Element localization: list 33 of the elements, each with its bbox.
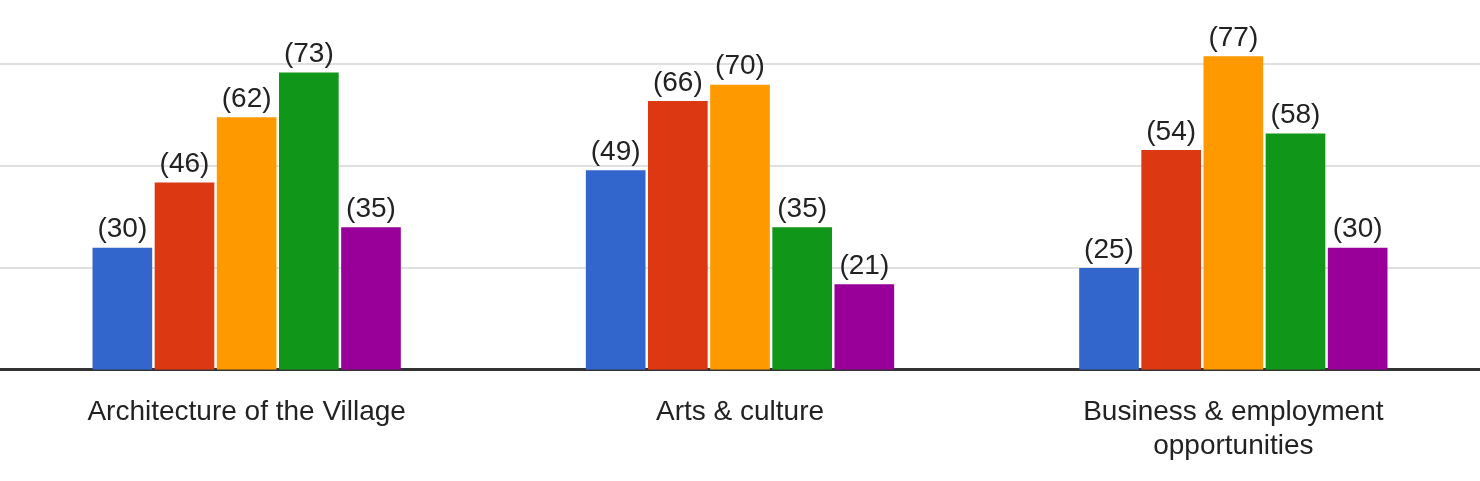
data-label: (46) <box>159 147 210 179</box>
bar <box>154 182 215 370</box>
data-label: (66) <box>652 65 703 97</box>
data-label: (70) <box>715 49 765 81</box>
data-label: (73) <box>283 37 334 69</box>
x-tick-label: Arts & culture <box>655 395 825 427</box>
bar <box>1203 56 1264 370</box>
x-tick-label: Business & employment opportunities <box>1083 395 1384 460</box>
bar <box>648 101 708 370</box>
data-label: (35) <box>777 191 828 223</box>
data-label: (21) <box>839 249 890 280</box>
bar <box>710 84 770 370</box>
bar <box>1079 267 1139 370</box>
data-label: (25) <box>1084 232 1134 264</box>
bar <box>585 170 646 370</box>
bar <box>278 72 339 370</box>
bar <box>834 284 895 370</box>
bar <box>92 247 153 370</box>
data-label: (30) <box>97 212 148 244</box>
data-label: (35) <box>346 191 396 223</box>
data-label: (77) <box>1208 20 1259 52</box>
bar <box>216 117 277 370</box>
data-label: (49) <box>590 134 641 166</box>
data-label: (30) <box>1332 212 1383 244</box>
data-label: (58) <box>1270 98 1321 130</box>
bar <box>772 227 832 370</box>
bar <box>1265 133 1326 370</box>
bar <box>341 227 401 370</box>
x-tick-label: Architecture of the Village <box>87 395 406 427</box>
bar <box>1327 247 1388 370</box>
data-label: (62) <box>221 82 272 114</box>
bar <box>1141 149 1202 370</box>
data-label: (54) <box>1146 114 1197 146</box>
